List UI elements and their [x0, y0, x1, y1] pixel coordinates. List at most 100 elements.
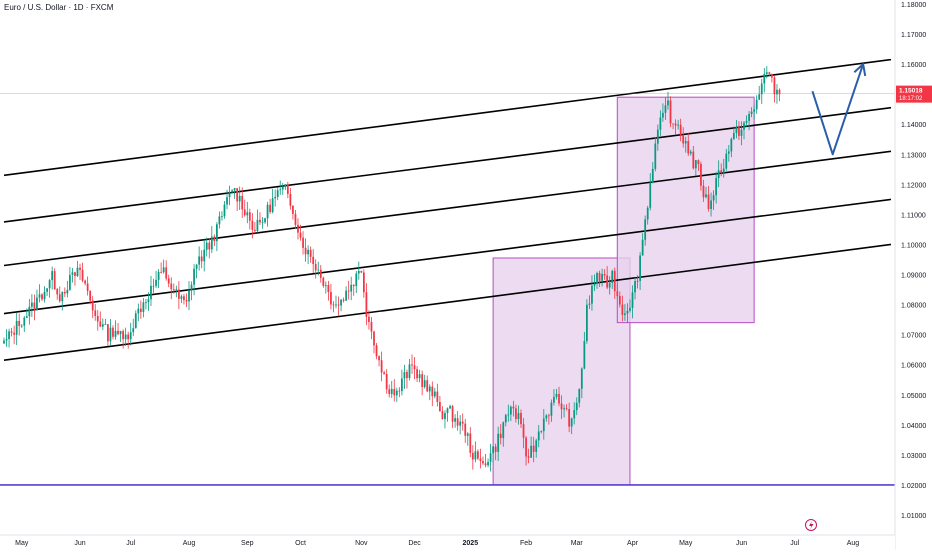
x-tick-label: Jul [790, 540, 799, 547]
candle-body [722, 168, 725, 173]
candle-body [408, 364, 411, 379]
candle-body [682, 134, 685, 144]
candle-body [155, 279, 157, 286]
candle-body [390, 388, 393, 394]
candle-body [710, 200, 712, 209]
candle-body [406, 371, 408, 379]
candle-body [208, 242, 211, 250]
candle-body [451, 406, 454, 422]
candle-body [608, 282, 611, 288]
candle-body [753, 109, 756, 112]
candle-body [261, 222, 264, 224]
candle-body [730, 138, 733, 152]
candle-body [509, 406, 512, 415]
channel-line-1 [3, 58, 892, 177]
candle-body [134, 313, 137, 329]
candle-body [580, 368, 583, 389]
candle-body [46, 288, 48, 292]
candle-body [654, 143, 657, 169]
candle-body [309, 249, 312, 257]
lightning-icon[interactable] [805, 519, 817, 531]
candle-body [684, 141, 687, 144]
candle-body [507, 414, 510, 416]
candle-body [558, 393, 560, 404]
candle-body [274, 196, 277, 199]
candle-body [616, 291, 619, 296]
time-axis-background [0, 535, 895, 550]
candle-body [717, 170, 720, 179]
candle-body [677, 124, 680, 126]
y-tick-label: 1.07000 [901, 333, 926, 340]
candle-body [236, 188, 239, 202]
candle-body [421, 374, 424, 387]
candle-body [195, 264, 198, 269]
candle-body [241, 195, 244, 210]
candle-body [15, 320, 18, 335]
candle-body [297, 224, 299, 233]
candle-body [147, 299, 150, 303]
y-tick-label: 1.04000 [901, 423, 926, 430]
candle-body [198, 256, 201, 265]
candle-body [755, 99, 758, 110]
y-tick-label: 1.16000 [901, 62, 926, 69]
candle-body [145, 302, 147, 303]
candle-body [466, 433, 469, 436]
y-tick-label: 1.12000 [901, 182, 926, 189]
candle-body [456, 418, 459, 426]
candle-body [362, 272, 365, 293]
candle-body [773, 77, 776, 95]
candle-body [525, 437, 527, 457]
candle-body [228, 192, 231, 198]
candle-body [71, 272, 74, 275]
candle-body [578, 388, 581, 403]
candle-body [601, 273, 603, 281]
candle-body [416, 369, 418, 379]
candle-body [357, 270, 360, 274]
candle-body [99, 321, 102, 327]
candle-body [644, 219, 647, 240]
candle-body [79, 267, 81, 270]
candle-body [122, 331, 124, 340]
candle-body [395, 390, 398, 396]
candle-body [651, 168, 654, 183]
candle-body [611, 270, 614, 283]
y-tick-label: 1.01000 [901, 513, 926, 520]
candle-body [588, 303, 591, 305]
candle-body [613, 270, 616, 292]
candle-body [101, 324, 104, 327]
y-tick-label: 1.06000 [901, 363, 926, 370]
y-tick-label: 1.14000 [901, 122, 926, 129]
candle-body [177, 289, 180, 299]
candle-body [436, 391, 439, 403]
candle-body [411, 364, 413, 366]
candle-body [431, 386, 434, 397]
candle-body [474, 451, 477, 460]
candle-body [570, 418, 573, 427]
candle-body [545, 415, 548, 419]
candle-body [10, 331, 13, 333]
x-tick-label: Sep [241, 540, 254, 547]
candle-body [322, 277, 325, 286]
candle-body [266, 204, 269, 219]
candle-body [254, 229, 256, 231]
y-tick-label: 1.09000 [901, 273, 926, 280]
candle-body [687, 141, 690, 154]
y-tick-label: 1.11000 [901, 212, 926, 219]
candle-body [542, 418, 545, 432]
candle-body [243, 209, 246, 216]
candle-body [347, 290, 350, 292]
candle-body [679, 124, 682, 135]
candle-body [428, 386, 431, 392]
x-tick-label: Oct [295, 540, 306, 547]
candle-body [271, 198, 274, 213]
candle-body [403, 371, 406, 379]
time-axis: May Jun Jul Aug Sep Oct Nov Dec 2025 Feb Mar Apr May… [0, 519, 895, 550]
candle-body [740, 129, 743, 136]
candle-body [532, 445, 535, 452]
candle-body [221, 216, 223, 218]
candle-body [492, 446, 495, 454]
candle-body [276, 190, 279, 197]
last-price-label: 1.15018 [899, 88, 923, 95]
